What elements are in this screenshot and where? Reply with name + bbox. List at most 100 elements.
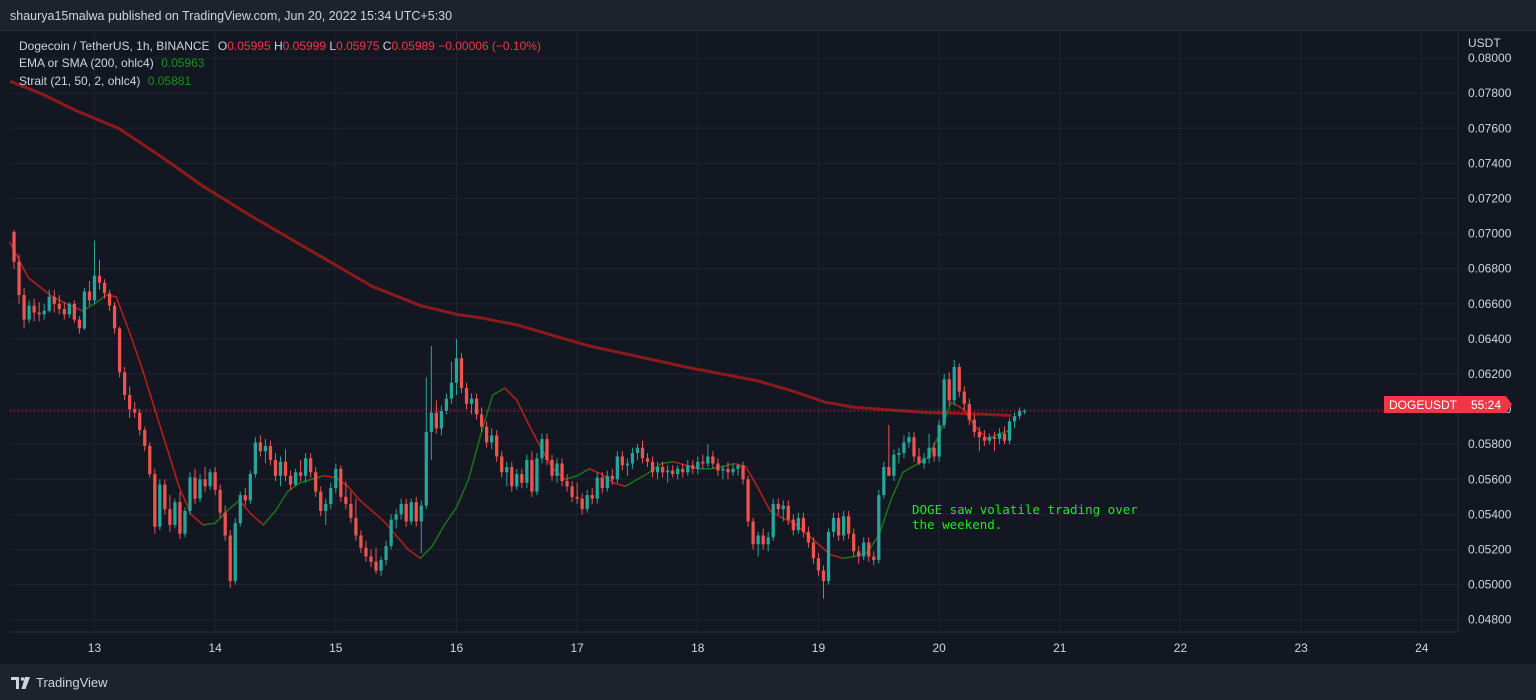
candle	[711, 451, 715, 469]
candle	[479, 407, 484, 432]
candle	[143, 426, 147, 452]
candle-body	[293, 472, 298, 485]
strait-segment	[950, 401, 965, 410]
candle-body	[575, 496, 579, 499]
strait-segment	[612, 482, 627, 488]
x-tick-label: 22	[1174, 641, 1188, 655]
candle-body	[404, 503, 408, 522]
candle-body	[917, 456, 921, 464]
candle	[957, 363, 961, 397]
candle-body	[178, 502, 182, 534]
candle	[107, 289, 112, 311]
price-tag-countdown: 55:24	[1471, 397, 1502, 412]
candle	[490, 428, 494, 450]
candle-body	[399, 503, 403, 515]
candle	[741, 461, 745, 485]
candle	[731, 463, 735, 476]
candle-body	[52, 296, 56, 304]
strait-segment	[141, 369, 156, 410]
footer-bar: TradingView	[0, 664, 1536, 700]
candle	[982, 430, 987, 446]
candle	[902, 435, 906, 459]
candle	[726, 461, 730, 480]
candle	[967, 398, 971, 425]
candle	[1002, 426, 1007, 445]
y-tick-label: 0.07000	[1468, 227, 1512, 241]
change-value: −0.00006 (−0.10%)	[438, 39, 541, 53]
candle	[243, 488, 247, 506]
candle-body	[992, 437, 997, 439]
candle	[364, 540, 368, 562]
candle	[424, 377, 428, 510]
candle-body	[228, 535, 232, 582]
candle-body	[173, 502, 177, 525]
candle	[831, 512, 836, 538]
candle	[449, 361, 454, 404]
candle	[87, 280, 92, 306]
tradingview-logo[interactable]: TradingView	[11, 675, 108, 690]
candle-body	[329, 488, 333, 504]
candle	[922, 452, 926, 469]
close-label: C	[382, 39, 392, 53]
candle-body	[515, 474, 519, 487]
strait-segment	[166, 446, 180, 488]
candle	[233, 517, 237, 585]
candle	[404, 498, 408, 527]
candle-body	[952, 366, 956, 401]
candle-body	[218, 489, 222, 513]
candle	[836, 512, 841, 541]
candle-body	[716, 463, 720, 471]
candle	[349, 491, 353, 524]
x-tick-label: 19	[812, 641, 826, 655]
candle-body	[324, 503, 328, 511]
y-tick-label: 0.06600	[1468, 297, 1512, 311]
candle-body	[600, 477, 604, 489]
candle	[178, 491, 182, 539]
strait-segment	[407, 548, 422, 560]
candle-body	[469, 398, 474, 404]
candle	[907, 431, 911, 448]
symbol-legend: Dogecoin / TetherUS, 1h, BINANCE O0.0599…	[19, 39, 541, 53]
candle	[303, 452, 308, 483]
candle	[756, 531, 760, 557]
candle	[459, 352, 464, 394]
candle	[570, 481, 574, 503]
candle-body	[57, 303, 61, 310]
strait-legend[interactable]: Strait (21, 50, 2, ohlc4) 0.05881	[19, 74, 191, 88]
candle-body	[283, 461, 288, 476]
candle-body	[243, 495, 247, 501]
candle-body	[107, 293, 112, 306]
candle-body	[520, 474, 524, 483]
candle-body	[726, 468, 730, 473]
candle	[12, 230, 16, 269]
x-tick-label: 16	[450, 641, 464, 655]
strait-segment	[515, 399, 530, 426]
candle	[625, 458, 630, 476]
ma-legend[interactable]: EMA or SMA (200, ohlc4) 0.05963	[19, 56, 204, 70]
strait-segment	[636, 471, 651, 481]
candle	[937, 419, 941, 462]
candle-body	[158, 484, 162, 527]
candle	[133, 402, 137, 418]
price-chart[interactable]: USDT 0.04800 0.05000 0.05200 0.05400 0.05600…	[0, 30, 1536, 664]
candle	[288, 470, 293, 490]
strait-segment	[624, 478, 639, 488]
candle	[57, 295, 61, 315]
candle	[495, 430, 499, 462]
strait-segment	[757, 487, 772, 512]
candle-body	[102, 282, 107, 294]
strait-segment	[672, 460, 687, 467]
candle-body	[510, 467, 514, 487]
candle-body	[278, 461, 283, 476]
strait-segment	[347, 485, 361, 502]
candle	[540, 433, 544, 464]
candle-body	[972, 419, 976, 432]
candle-body	[183, 510, 187, 534]
candle	[102, 279, 107, 299]
candle	[600, 472, 604, 494]
candle-body	[349, 503, 353, 518]
candle-body	[756, 535, 760, 545]
strait-segment	[877, 499, 892, 537]
candle-body	[369, 556, 373, 562]
strait-segment	[322, 474, 337, 479]
